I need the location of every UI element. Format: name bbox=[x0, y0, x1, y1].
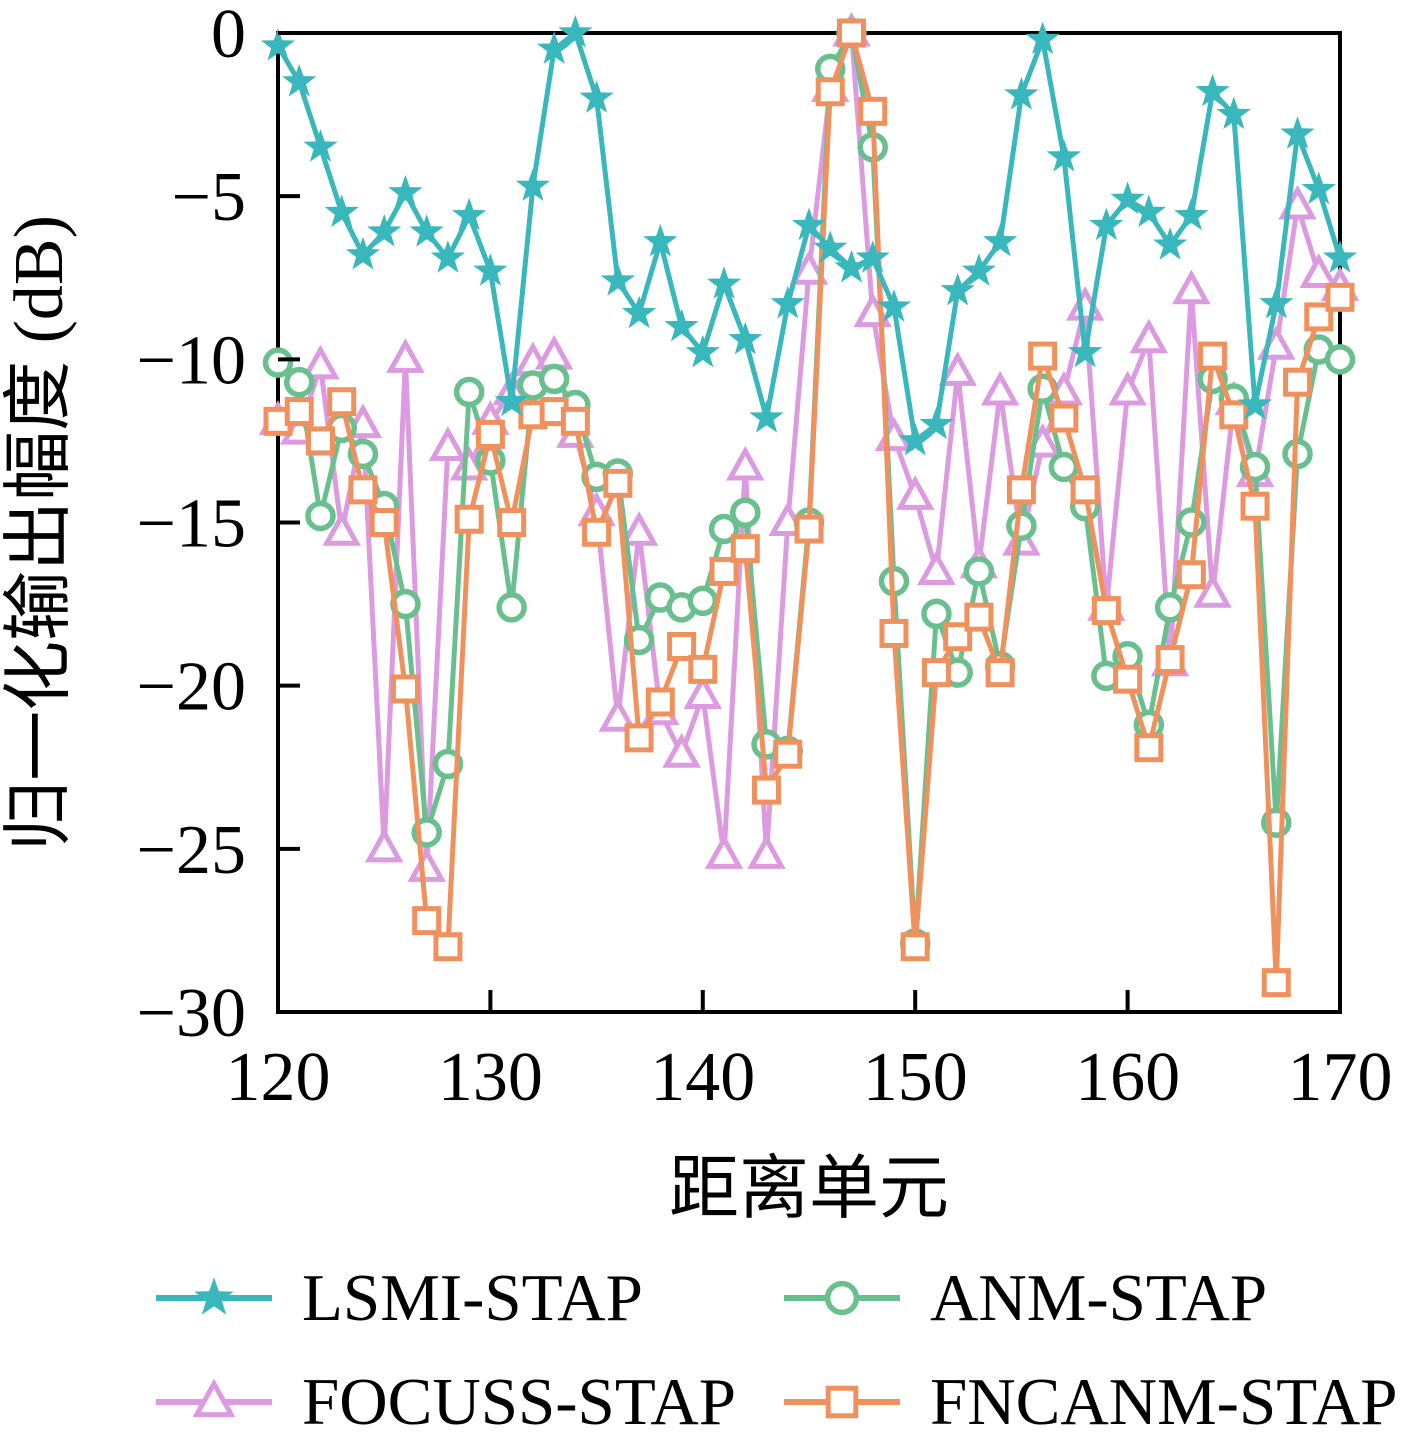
legend-label: FOCUSS-STAP bbox=[302, 1365, 737, 1439]
series-fncanm-stap bbox=[263, 18, 1355, 998]
star-marker-icon bbox=[156, 1277, 272, 1315]
y-tick-label: −5 bbox=[172, 159, 246, 236]
x-tick-label: 170 bbox=[1288, 1039, 1393, 1116]
y-axis-title: 归一化输出幅度 (dB) bbox=[1, 215, 78, 851]
legend-item-lsmi-stap: LSMI-STAP bbox=[152, 1260, 643, 1336]
x-tick-label: 120 bbox=[226, 1039, 331, 1116]
y-tick-label: −20 bbox=[137, 649, 246, 726]
legend-item-anm-stap: ANM-STAP bbox=[780, 1260, 1267, 1336]
x-tick-label: 130 bbox=[438, 1039, 543, 1116]
circle-marker-icon bbox=[784, 1280, 900, 1316]
x-axis-title: 距离单元 bbox=[669, 1151, 949, 1228]
y-tick-label: 0 bbox=[211, 0, 246, 73]
legend-label: LSMI-STAP bbox=[302, 1261, 643, 1335]
triangle-marker-icon bbox=[156, 1378, 272, 1418]
y-tick-label: −30 bbox=[137, 975, 246, 1052]
legend-label: FNCANM-STAP bbox=[930, 1365, 1398, 1439]
series-layer bbox=[258, 11, 1360, 998]
x-tick-label: 160 bbox=[1075, 1039, 1180, 1116]
y-tick-label: −10 bbox=[137, 322, 246, 399]
y-tick-label: −15 bbox=[137, 486, 246, 563]
square-marker-icon bbox=[784, 1385, 900, 1419]
legend-item-focuss-stap: FOCUSS-STAP bbox=[152, 1364, 736, 1440]
series-lsmi-stap bbox=[260, 15, 1358, 456]
series-focuss-stap bbox=[258, 11, 1360, 882]
x-tick-label: 140 bbox=[650, 1039, 755, 1116]
x-tick-label: 150 bbox=[863, 1039, 968, 1116]
y-tick-label: −25 bbox=[137, 812, 246, 889]
legend-item-fncanm-stap: FNCANM-STAP bbox=[780, 1364, 1397, 1440]
legend-label: ANM-STAP bbox=[930, 1261, 1268, 1335]
